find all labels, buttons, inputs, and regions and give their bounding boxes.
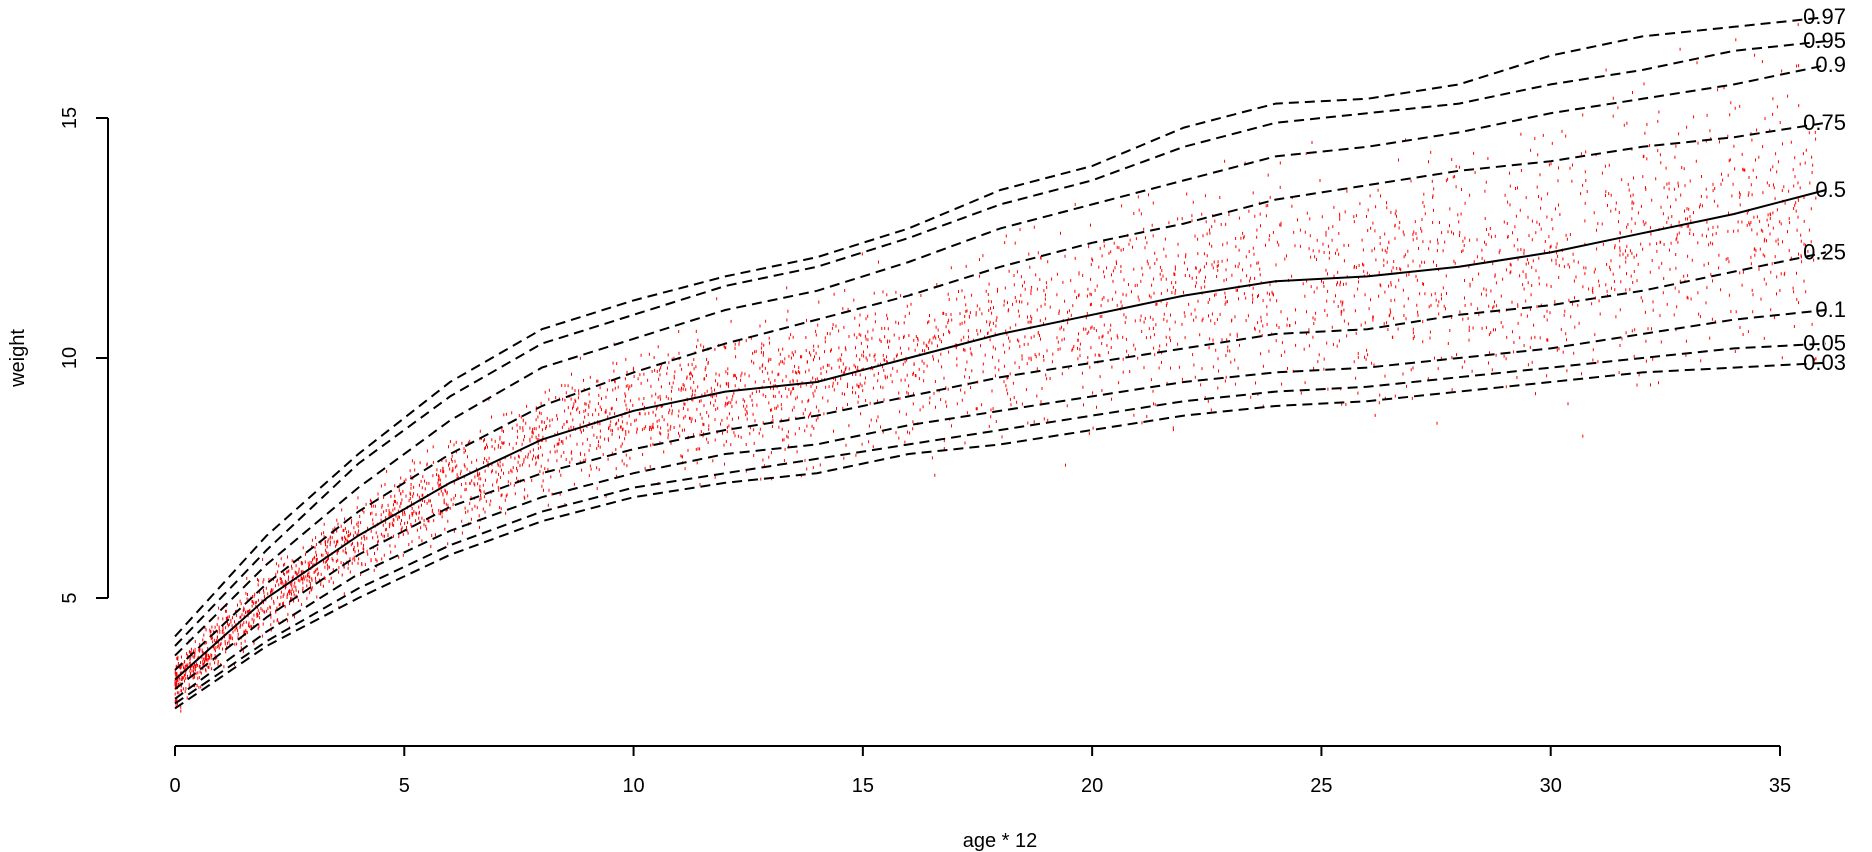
quantile-curve-0.05 bbox=[174, 342, 1826, 705]
quantile-curve-0.5 bbox=[174, 189, 1827, 681]
quantile-curve-0.75 bbox=[174, 121, 1827, 671]
y-axis-title: weight bbox=[7, 329, 29, 388]
scatter-points bbox=[174, 23, 1817, 713]
curve-label-0.97: 0.97 bbox=[1803, 4, 1846, 29]
quantile-curve-0.25 bbox=[174, 251, 1827, 690]
x-tick-label-0: 0 bbox=[169, 775, 180, 797]
curve-label-0.9: 0.9 bbox=[1815, 52, 1846, 77]
y-tick-label-10: 10 bbox=[59, 347, 81, 369]
ticks: 0 5 10 15 20 25 30 35 5 10 15 bbox=[59, 107, 1791, 797]
curve-labels: 0.970.950.9 0.75 0.5 0.25 0.1 0.050.03 bbox=[1803, 4, 1846, 375]
curve-label-0.75: 0.75 bbox=[1803, 110, 1846, 135]
x-tick-label-20: 20 bbox=[1081, 775, 1103, 797]
x-tick-label-35: 35 bbox=[1769, 775, 1791, 797]
quantile-curve-0.97 bbox=[174, 16, 1827, 638]
y-tick-label-15: 15 bbox=[59, 107, 81, 129]
quantile-curve-0.95 bbox=[174, 40, 1827, 647]
curve-label-0.05: 0.05 bbox=[1803, 331, 1846, 356]
x-tick-label-30: 30 bbox=[1540, 775, 1562, 797]
y-tick-label-5: 5 bbox=[59, 592, 81, 603]
quantile-curve-0.1 bbox=[174, 309, 1827, 700]
x-tick-label-5: 5 bbox=[399, 775, 410, 797]
curve-label-0.5: 0.5 bbox=[1815, 177, 1846, 202]
x-tick-label-25: 25 bbox=[1310, 775, 1332, 797]
curve-label-0.03: 0.03 bbox=[1803, 350, 1846, 375]
curve-label-0.1: 0.1 bbox=[1815, 297, 1846, 322]
x-axis-title: age * 12 bbox=[963, 830, 1038, 852]
quantile-curves bbox=[174, 16, 1827, 710]
x-tick-label-10: 10 bbox=[622, 775, 644, 797]
axes bbox=[107, 118, 1780, 747]
quantile-curve-0.9 bbox=[174, 64, 1827, 657]
curve-label-0.95: 0.95 bbox=[1803, 28, 1846, 53]
scatter-point-cloud bbox=[174, 23, 1817, 713]
x-tick-label-15: 15 bbox=[852, 775, 874, 797]
curve-label-0.25: 0.25 bbox=[1803, 239, 1846, 264]
quantile-curve-0.03 bbox=[174, 361, 1826, 710]
